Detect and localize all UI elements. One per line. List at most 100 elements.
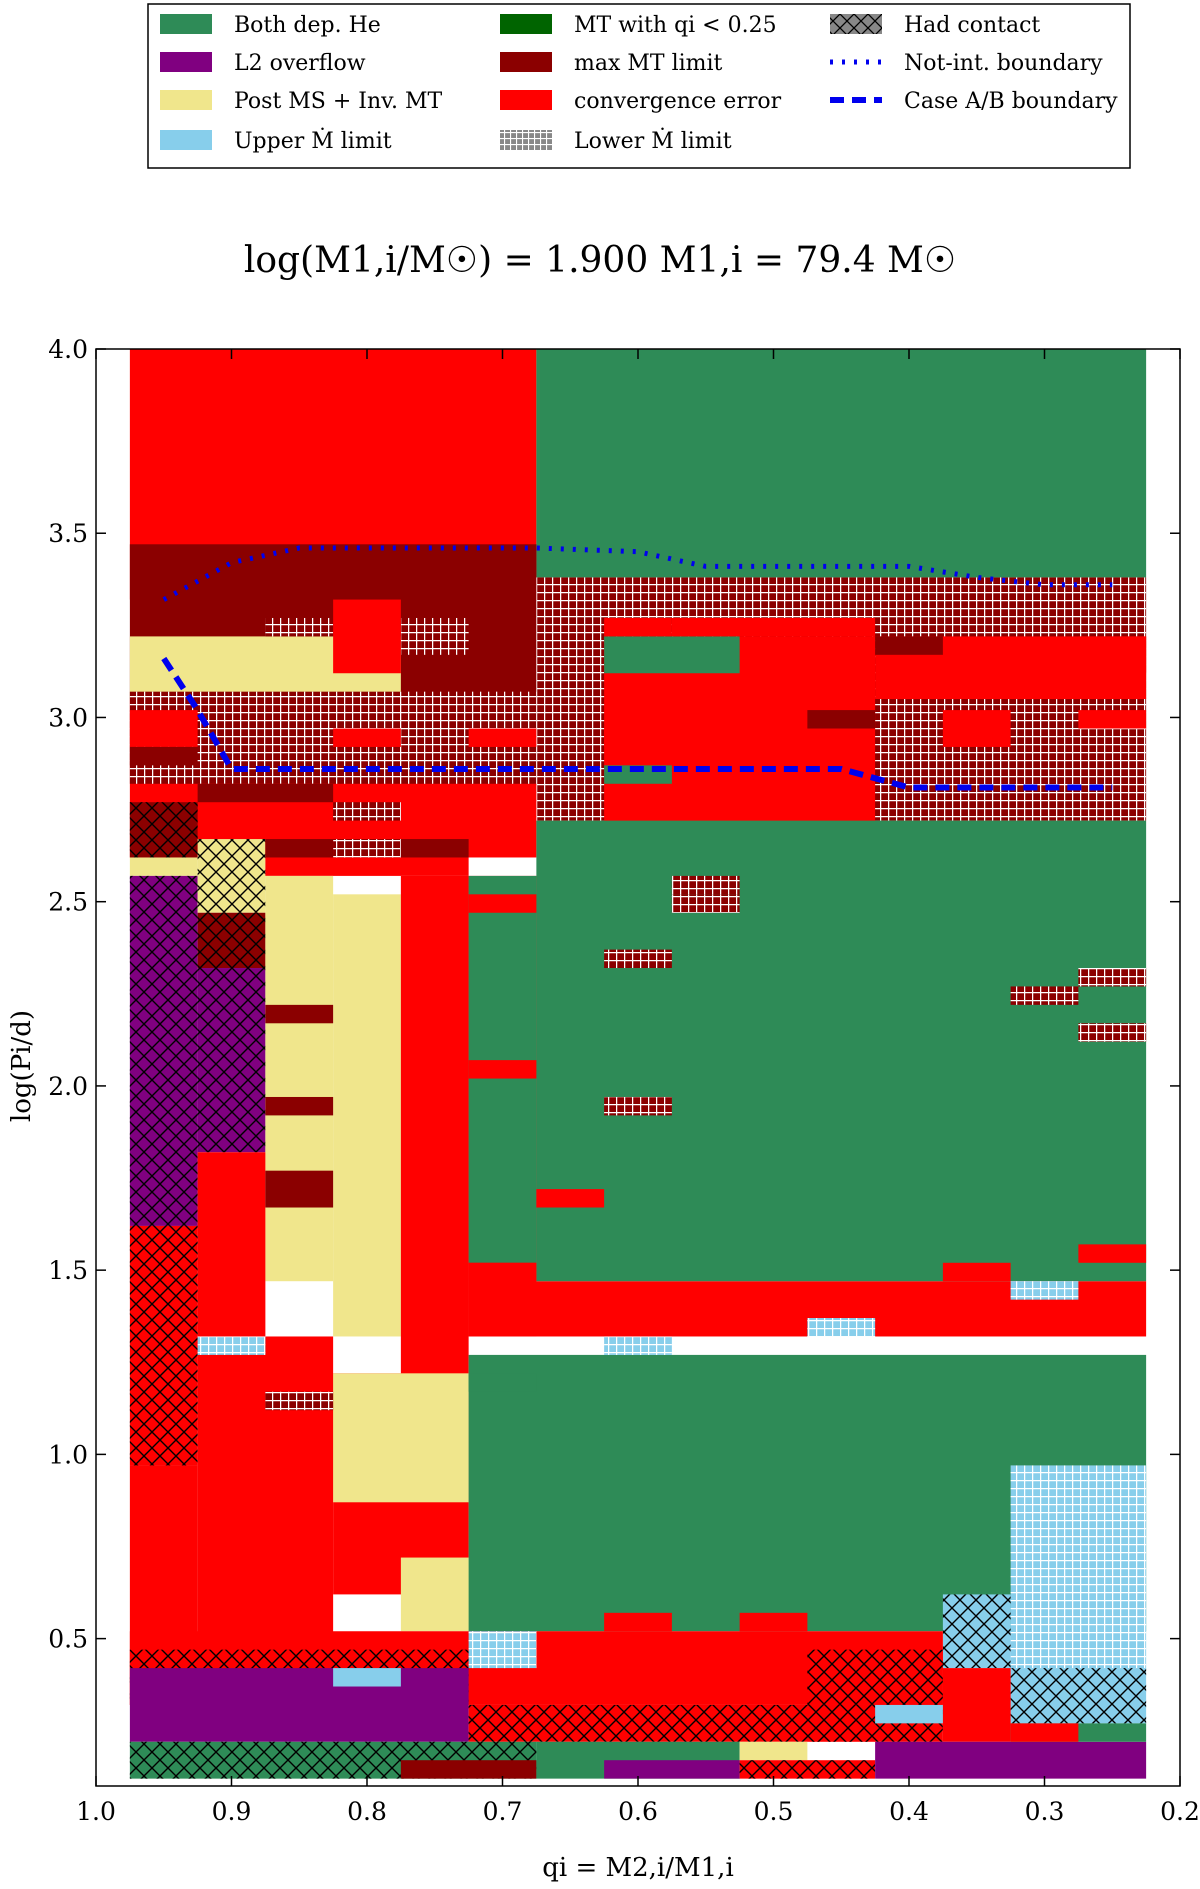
x-tick-label: 0.8: [347, 1797, 387, 1826]
region-maxmt-21: [265, 1096, 334, 1116]
case-ab-boundary-line: [161, 656, 1113, 791]
region-hatch-grid-83: [1010, 986, 1079, 1005]
legend-label: L2 overflow: [234, 51, 366, 76]
region-conv-68: [942, 710, 1011, 747]
region-conv-88: [536, 1189, 605, 1208]
legend-swatch: [830, 14, 882, 34]
region-conv-99: [739, 1612, 808, 1632]
legend-item-maxmt: max MT limit: [500, 51, 723, 76]
region-conv-81: [468, 894, 537, 913]
legend-label: Post MS + Inv. MT: [234, 89, 442, 114]
region-hatch-cross-9: [129, 802, 198, 858]
region-conv-66: [604, 728, 672, 747]
x-tick-label: 0.5: [754, 1797, 794, 1826]
legend-swatch: [500, 90, 552, 110]
region-conv-98: [604, 1612, 672, 1632]
region-hatch-grid-57: [400, 617, 469, 655]
region-conv-24: [197, 1336, 334, 1669]
legend-item-upper: Upper Ṁ limit: [160, 127, 392, 154]
legend-label: Case A/B boundary: [904, 89, 1118, 114]
legend-label: Had contact: [904, 13, 1040, 38]
region-he-32: [536, 820, 1147, 1282]
region-maxmt-70: [875, 636, 943, 655]
region-hatch-grid-82: [604, 949, 672, 969]
legend-swatch: [160, 90, 212, 110]
region-maxmt-22: [265, 1004, 334, 1024]
region-hatch-cross-12: [197, 839, 266, 913]
region-hatch-grid-87: [604, 1096, 672, 1116]
region-conv-90: [807, 1299, 943, 1319]
legend-swatch: [160, 14, 212, 34]
region-he-1: [536, 349, 1147, 578]
region-hatch-cross-14: [197, 968, 266, 1153]
region-upper-97: [333, 1668, 401, 1687]
region-post-10: [129, 857, 198, 876]
region-hatch-cross-23: [129, 1225, 198, 1466]
legend-swatch: [500, 130, 552, 150]
legend-frame: [147, 3, 1131, 169]
y-tick-label: 2.5: [48, 888, 88, 917]
region-conv-64: [333, 728, 401, 747]
legend-item-notint: Not-int. boundary: [830, 51, 1103, 76]
region-post-27: [333, 1373, 469, 1503]
region-conv-58: [333, 599, 401, 674]
legend-item-caseab: Case A/B boundary: [830, 89, 1118, 114]
region-conv-55: [1010, 1723, 1079, 1742]
region-hatch-grid-93: [807, 1318, 876, 1337]
region-hatch-grid-84: [1078, 968, 1147, 987]
region-hatch-grid-85: [1078, 1023, 1147, 1042]
region-conv-45: [942, 1668, 1011, 1742]
x-tick-label: 0.6: [618, 1797, 658, 1826]
y-tick-label: 0.5: [48, 1625, 88, 1654]
region-maxmt-63: [129, 746, 198, 766]
region-hatch-grid-40: [468, 1631, 537, 1669]
x-tick-label: 0.9: [212, 1797, 252, 1826]
region-hatch-cross-11: [129, 875, 198, 1226]
chart-title: log(M1,i/M☉) = 1.900 M1,i = 79.4 M☉: [244, 240, 956, 281]
region-maxmt-74: [197, 783, 334, 803]
region-hatch-grid-92: [604, 1336, 672, 1355]
legend-label: MT with qi < 0.25: [574, 13, 777, 38]
y-axis-label: log(Pi/d): [7, 1010, 37, 1122]
region-conv-71: [942, 673, 1011, 692]
region-maxmt-77: [265, 839, 334, 858]
legend-label: Upper Ṁ limit: [234, 127, 392, 154]
region-hatch-grid-76: [333, 839, 401, 858]
legend-swatch: [500, 52, 552, 72]
legend-item-post: Post MS + Inv. MT: [160, 89, 442, 114]
region-conv-72: [1078, 636, 1147, 674]
region-conv-33: [942, 1262, 1011, 1282]
legend-item-lower: Lower Ṁ limit: [500, 127, 732, 154]
region-maxmt-78: [400, 839, 469, 858]
region-post-17: [333, 894, 401, 1337]
region-hatch-cross-42: [1010, 1668, 1147, 1724]
legend-swatch: [160, 52, 212, 72]
region-post-51: [739, 1741, 808, 1761]
region-l2-43: [129, 1668, 469, 1742]
legend-item-mtq: MT with qi < 0.25: [500, 13, 777, 38]
legend: Both dep. He L2 overflow Post MS + Inv. MT…: [147, 3, 1131, 169]
legend-item-he: Both dep. He: [160, 13, 381, 38]
y-tick-label: 1.5: [48, 1256, 88, 1285]
region-conv-89: [468, 1262, 537, 1282]
x-axis: 1.0 0.9 0.8 0.7 0.6 0.5 0.4 0.3 0.2: [76, 349, 1200, 1826]
x-tick-label: 0.2: [1160, 1797, 1200, 1826]
region-hatch-cross-41: [807, 1649, 943, 1705]
region-hatch-grid-96: [265, 1391, 334, 1411]
region-conv-60: [671, 617, 876, 637]
region-hatch-cross-44: [468, 1704, 943, 1742]
region-hatch-grid-79: [671, 875, 740, 895]
region-upper-46: [875, 1704, 943, 1724]
region-he-95: [468, 1373, 537, 1392]
legend-label: Both dep. He: [234, 13, 381, 38]
y-tick-label: 2.0: [48, 1072, 88, 1101]
region-conv-62: [129, 710, 198, 747]
region-hatch-cross-13: [197, 912, 266, 969]
region-maxmt-48: [400, 1760, 537, 1779]
y-tick-label: 3.0: [48, 703, 88, 732]
region-conv-59: [604, 617, 672, 637]
region-hatch-grid-91: [197, 1336, 266, 1355]
region-hatch-grid-80: [671, 894, 740, 913]
region-hatch-grid-94: [1010, 1281, 1079, 1300]
